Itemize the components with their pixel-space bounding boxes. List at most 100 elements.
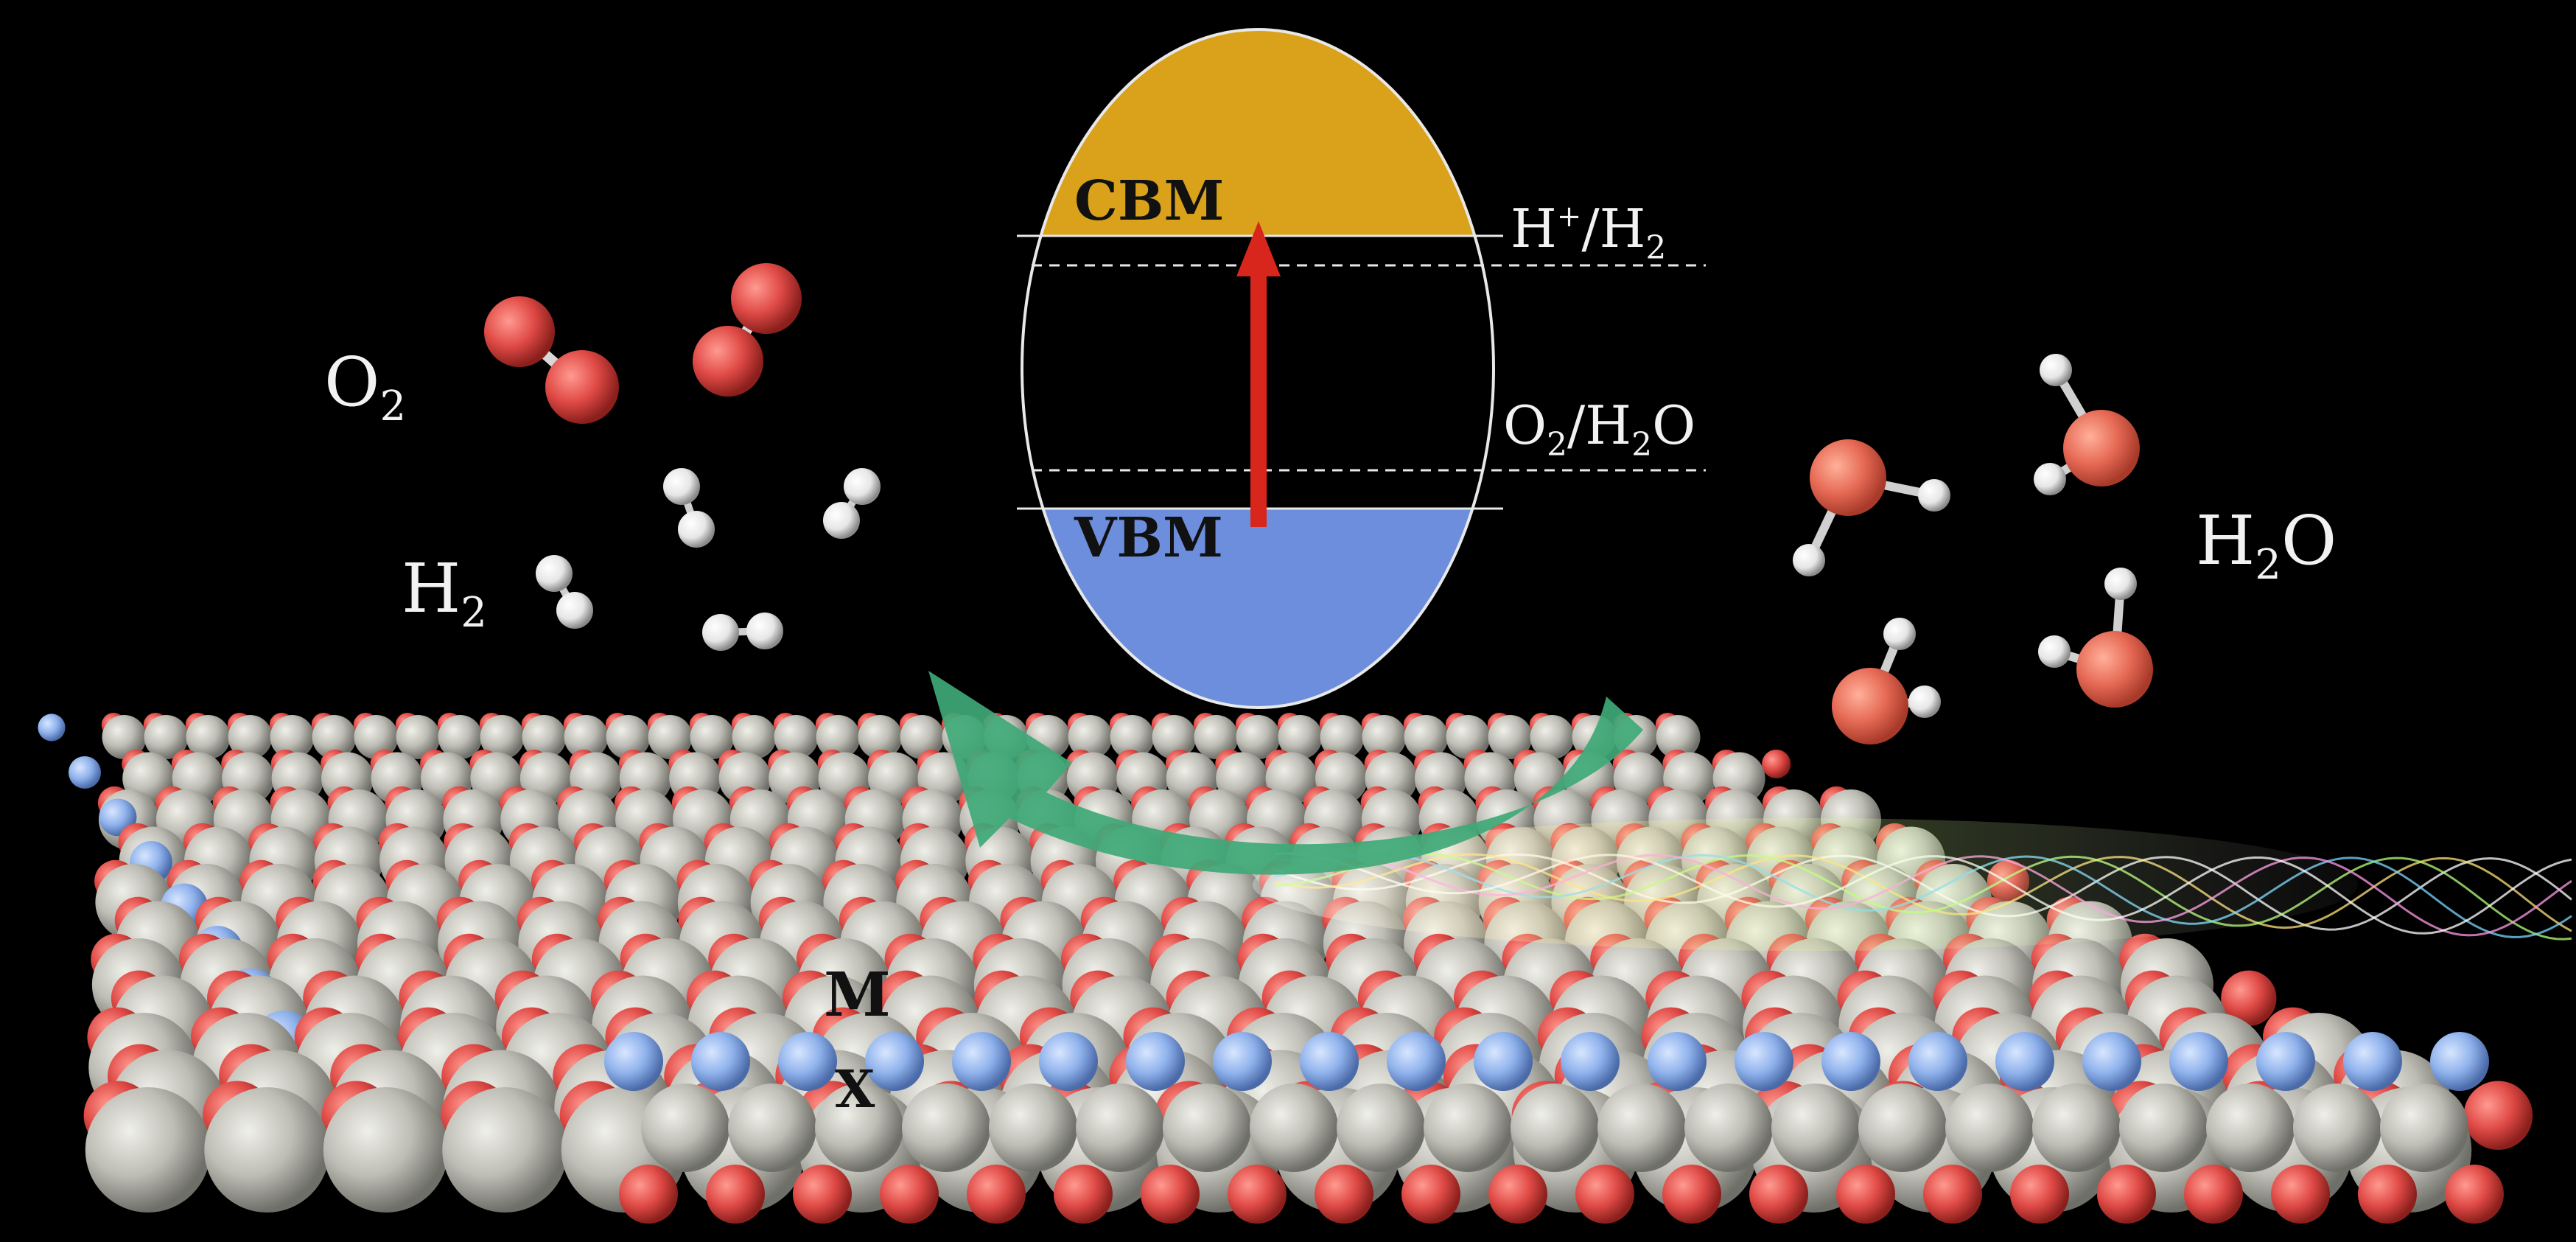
atom-hydrogen xyxy=(2038,635,2071,668)
atom-oxygen xyxy=(1488,1165,1547,1224)
atom-hydrogen xyxy=(702,614,739,651)
atom-oxygen xyxy=(545,350,619,424)
excitation-arrow-shaft xyxy=(1250,273,1267,527)
atom-metal xyxy=(270,715,315,759)
atom-hydrogen xyxy=(678,511,715,548)
atom-hydrogen xyxy=(1793,544,1825,576)
atom-metal xyxy=(1236,715,1281,759)
atom-x xyxy=(865,1032,924,1091)
atom-hydrogen xyxy=(844,468,881,505)
light-wave xyxy=(1253,818,2572,951)
atom-oxygen xyxy=(880,1165,939,1224)
atom-metal xyxy=(1362,715,1407,759)
atom-metal xyxy=(1488,715,1533,759)
atom-hydrogen xyxy=(556,592,593,629)
atom-metal xyxy=(144,715,189,759)
atom-metal xyxy=(1771,1084,1860,1172)
atom-oxygen xyxy=(2063,410,2140,486)
atom-x xyxy=(1474,1032,1533,1091)
atom-oxygen xyxy=(1762,749,1791,778)
atom-oxygen xyxy=(1401,1165,1460,1224)
atom-hydrogen xyxy=(1918,479,1950,512)
atom-metal xyxy=(102,715,147,759)
h-plus-h2-label: H+/H2 xyxy=(1511,198,1666,267)
atom-metal xyxy=(1250,1084,1338,1172)
atom-x xyxy=(2082,1032,2141,1091)
atom-oxygen xyxy=(2221,970,2277,1026)
atom-x xyxy=(1561,1032,1620,1091)
atom-hydrogen xyxy=(2034,463,2066,495)
atom-oxygen xyxy=(1662,1165,1721,1224)
atom-metal xyxy=(2206,1084,2295,1172)
atom-metal xyxy=(396,715,441,759)
o2-label: O2 xyxy=(324,343,406,430)
atom-metal xyxy=(186,715,231,759)
o2-h2o-label: O2/H2O xyxy=(1503,394,1695,464)
atom-oxygen xyxy=(1141,1165,1200,1224)
atom-metal xyxy=(774,715,819,759)
atom-x xyxy=(2343,1032,2402,1091)
atom-x xyxy=(2430,1032,2489,1091)
atom-hydrogen xyxy=(2104,568,2137,600)
atom-metal xyxy=(323,1087,449,1213)
atom-x xyxy=(604,1032,663,1091)
atom-metal xyxy=(228,715,273,759)
atom-label-x: X xyxy=(835,1058,875,1120)
atom-metal xyxy=(648,715,693,759)
atom-metal xyxy=(85,1087,211,1213)
atom-x xyxy=(1126,1032,1185,1091)
atom-metal xyxy=(1684,1084,1773,1172)
atom-hydrogen xyxy=(536,555,573,592)
atom-metal xyxy=(1163,1084,1251,1172)
atom-metal xyxy=(204,1087,330,1213)
atom-metal xyxy=(900,715,945,759)
atom-oxygen xyxy=(484,296,555,367)
atom-metal xyxy=(858,715,903,759)
band-oval-outline xyxy=(1021,28,1495,709)
atom-oxygen xyxy=(2010,1165,2069,1224)
atom-x xyxy=(2169,1032,2228,1091)
curved-arrow xyxy=(928,671,1643,875)
atom-oxygen xyxy=(2184,1165,2243,1224)
atom-x xyxy=(68,756,102,789)
atom-oxygen xyxy=(2076,631,2153,708)
atom-metal xyxy=(1511,1084,1599,1172)
atom-metal xyxy=(522,715,567,759)
atom-metal xyxy=(2293,1084,2381,1172)
atom-metal xyxy=(442,1087,568,1213)
atom-x xyxy=(2256,1032,2315,1091)
atom-x xyxy=(1735,1032,1793,1091)
atom-metal xyxy=(2119,1084,2208,1172)
atom-oxygen xyxy=(619,1165,678,1224)
atom-oxygen xyxy=(706,1165,765,1224)
atom-hydrogen xyxy=(663,468,700,505)
atom-metal xyxy=(1068,715,1113,759)
atom-metal xyxy=(1320,715,1365,759)
atom-x xyxy=(1821,1032,1880,1091)
atom-oxygen xyxy=(1832,668,1908,744)
excitation-arrow-head xyxy=(1236,221,1281,276)
atom-metal xyxy=(1110,715,1155,759)
atom-metal xyxy=(815,1084,903,1172)
atom-oxygen xyxy=(1923,1165,1982,1224)
cbm-label: CBM xyxy=(1074,170,1224,233)
atom-metal xyxy=(2032,1084,2121,1172)
atom-metal xyxy=(1076,1084,1164,1172)
atom-oxygen xyxy=(731,263,802,334)
atom-hydrogen xyxy=(2040,354,2072,386)
atom-oxygen xyxy=(1054,1165,1113,1224)
atom-x xyxy=(1648,1032,1707,1091)
atom-metal xyxy=(564,715,609,759)
atom-oxygen xyxy=(2358,1165,2417,1224)
atom-x xyxy=(778,1032,837,1091)
atom-metal xyxy=(816,715,861,759)
atom-metal xyxy=(690,715,735,759)
atom-metal xyxy=(606,715,651,759)
atom-metal xyxy=(989,1084,1077,1172)
atom-oxygen xyxy=(793,1165,852,1224)
atom-x xyxy=(1995,1032,2054,1091)
atom-hydrogen xyxy=(823,502,860,539)
atom-hydrogen xyxy=(746,613,783,649)
atom-x xyxy=(1039,1032,1098,1091)
